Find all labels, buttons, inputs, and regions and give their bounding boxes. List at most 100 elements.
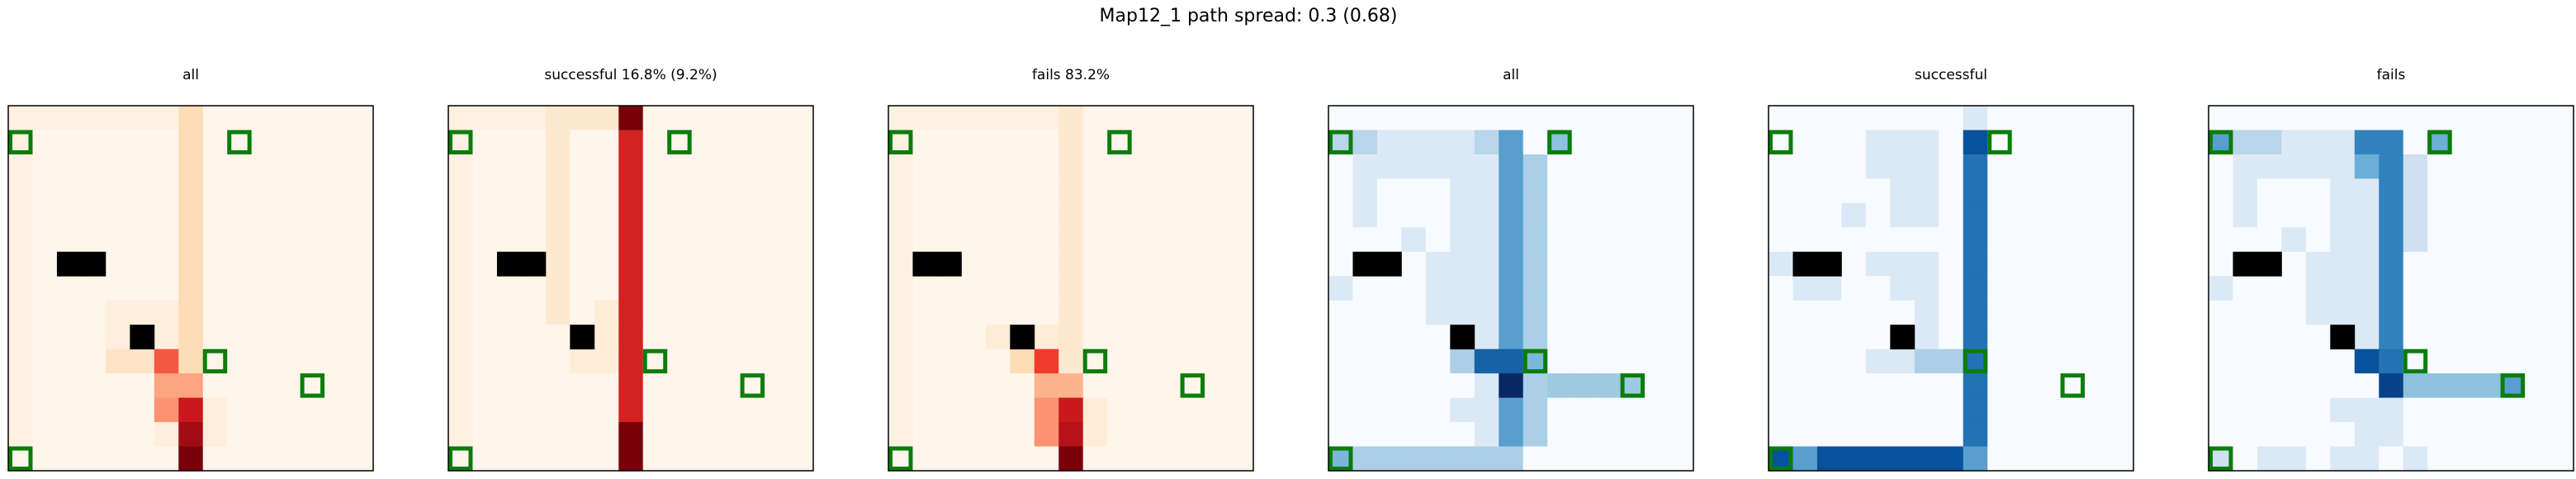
heatmap-cell <box>594 106 619 131</box>
wall-cell <box>912 251 938 277</box>
heatmap-cell <box>2036 349 2062 374</box>
heatmap-cell <box>961 300 987 325</box>
heatmap-cell <box>2403 276 2428 301</box>
heatmap-cell <box>1914 130 1939 155</box>
heatmap-cell <box>1987 325 2013 350</box>
heatmap-cell <box>154 349 179 374</box>
heatmap-cell <box>1180 251 1205 277</box>
heatmap-cell <box>1156 276 1181 301</box>
heatmap-cell <box>961 202 987 228</box>
heatmap-cell <box>667 276 693 301</box>
heatmap-cell <box>2233 325 2258 350</box>
heatmap-cell <box>300 251 325 277</box>
heatmap-cell <box>2011 325 2037 350</box>
heatmap-cell <box>1963 325 1988 350</box>
heatmap-cell <box>1058 154 1084 179</box>
heatmap-cell <box>32 300 58 325</box>
heatmap-cell <box>1620 349 1646 374</box>
heatmap-cell <box>2036 202 2062 228</box>
heatmap-cell <box>888 300 914 325</box>
heatmap-cell <box>1939 178 1964 204</box>
heatmap-cell <box>1425 251 1451 277</box>
heatmap-cell <box>1131 349 1157 374</box>
heatmap-cell <box>594 178 619 204</box>
heatmap-cell <box>178 227 204 253</box>
heatmap-cell <box>740 227 765 253</box>
heatmap-cell <box>1034 397 1059 423</box>
heatmap-cell <box>1034 422 1059 448</box>
heatmap-cell <box>570 349 595 374</box>
heatmap-cell <box>1010 276 1035 301</box>
heatmap-cell <box>202 325 228 350</box>
heatmap-cell <box>81 397 107 423</box>
heatmap-cell <box>348 154 374 179</box>
heatmap-cell <box>1180 422 1205 448</box>
heatmap-cell <box>2060 446 2086 472</box>
heatmap-cell <box>1645 373 1670 399</box>
heatmap-cell <box>765 300 790 325</box>
heatmap-cell <box>2379 251 2404 277</box>
heatmap-cell <box>130 397 155 423</box>
heatmap-cell <box>788 106 814 131</box>
heatmap-cell <box>1939 446 1964 472</box>
heatmap-cell <box>1499 202 1524 228</box>
heatmap-cell <box>2060 130 2086 155</box>
heatmap-cell <box>1987 276 2013 301</box>
heatmap-cell <box>1792 422 1818 448</box>
target-marker <box>300 373 325 398</box>
heatmap-cell <box>1352 300 1378 325</box>
heatmap-cell <box>2209 251 2234 277</box>
heatmap-cell <box>545 446 571 472</box>
target-marker <box>2427 130 2452 154</box>
heatmap-cell <box>1010 251 1035 277</box>
target-marker <box>448 130 473 154</box>
heatmap-cell <box>56 202 82 228</box>
heatmap-cell <box>496 397 522 423</box>
heatmap-cell <box>1596 251 1622 277</box>
heatmap-cell <box>300 349 325 374</box>
heatmap-cell <box>300 325 325 350</box>
heatmap-cell <box>985 251 1011 277</box>
heatmap-cell <box>1229 130 1254 155</box>
heatmap-cell <box>8 106 34 131</box>
heatmap-panel: all <box>7 67 374 472</box>
heatmap-cell <box>642 325 668 350</box>
heatmap-cell <box>594 422 619 448</box>
heatmap-cell <box>2085 178 2110 204</box>
heatmap-cell <box>985 373 1011 399</box>
heatmap-cell <box>642 397 668 423</box>
heatmap-cell <box>2451 373 2477 399</box>
heatmap-cell <box>1816 130 1842 155</box>
heatmap-cell <box>1401 446 1427 472</box>
heatmap-cell <box>130 422 155 448</box>
heatmap-cell <box>716 300 741 325</box>
heatmap-cell <box>1522 202 1548 228</box>
heatmap-cell <box>2281 325 2307 350</box>
heatmap-cell <box>276 227 301 253</box>
heatmap-cell <box>56 276 82 301</box>
heatmap-cell <box>2109 373 2134 399</box>
heatmap-cell <box>1792 227 1818 253</box>
heatmap-cell <box>1401 251 1427 277</box>
heatmap-panel: successful 16.8% (9.2%) <box>447 67 814 472</box>
heatmap-cell <box>251 422 277 448</box>
heatmap-cell <box>300 422 325 448</box>
heatmap-cell <box>2354 300 2379 325</box>
heatmap-cell <box>202 422 228 448</box>
heatmap-cell <box>691 422 717 448</box>
heatmap-cell <box>912 325 938 350</box>
heatmap-cell <box>740 349 765 374</box>
heatmap-cell <box>2060 106 2086 131</box>
heatmap-cell <box>8 349 34 374</box>
heatmap-cell <box>2085 446 2110 472</box>
heatmap-cell <box>1620 202 1646 228</box>
heatmap-cell <box>1890 446 1915 472</box>
heatmap-panel: all <box>1328 67 1694 472</box>
heatmap-cell <box>1156 106 1181 131</box>
heatmap-cell <box>2085 130 2110 155</box>
heatmap-cell <box>1474 397 1499 423</box>
heatmap-panel: successful <box>1768 67 2134 472</box>
heatmap-cell <box>2427 227 2453 253</box>
heatmap-cell <box>1450 422 1475 448</box>
heatmap-cell <box>1401 202 1427 228</box>
